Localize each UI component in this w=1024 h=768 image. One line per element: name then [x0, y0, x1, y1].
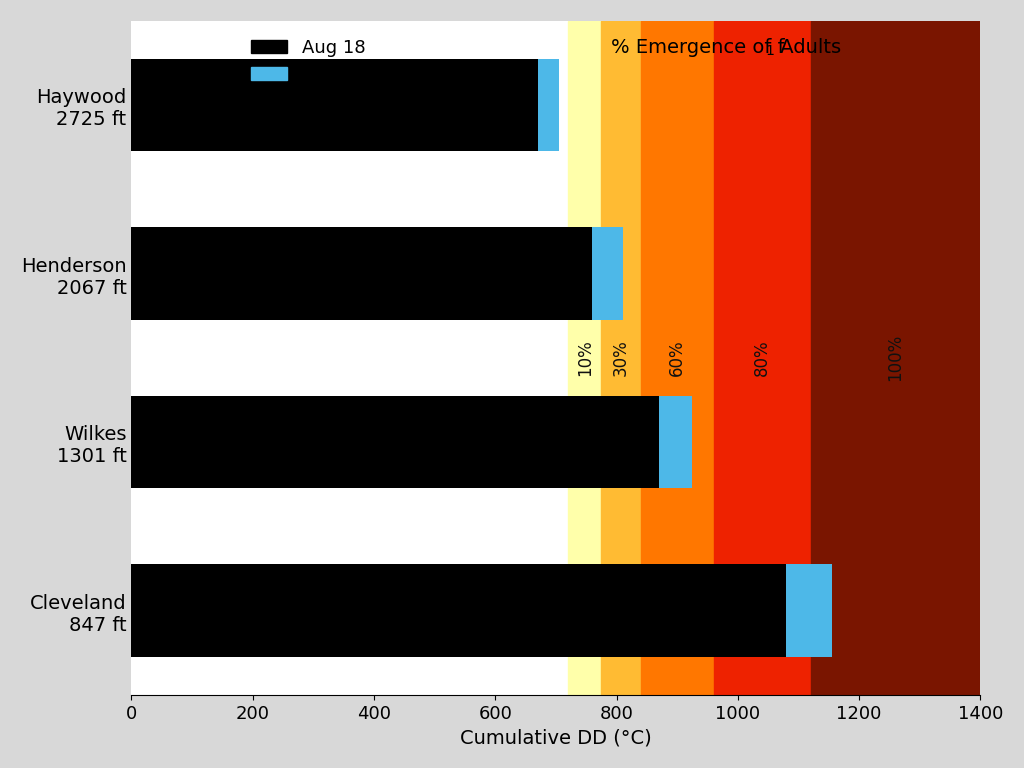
Bar: [641, 21, 714, 695]
Text: 60%: 60%: [669, 339, 686, 376]
Bar: [811, 21, 980, 695]
Text: Adults: Adults: [774, 38, 842, 57]
Bar: [538, 58, 559, 151]
Text: 30%: 30%: [612, 339, 630, 376]
Bar: [131, 227, 592, 320]
Legend: Aug 18, Aug 25 (predicted): Aug 18, Aug 25 (predicted): [243, 30, 480, 93]
Text: % Emergence of f: % Emergence of f: [611, 38, 784, 57]
Bar: [592, 227, 623, 320]
Bar: [659, 396, 692, 488]
Bar: [601, 21, 641, 695]
Text: 1: 1: [766, 45, 774, 58]
Bar: [131, 58, 538, 151]
Bar: [131, 396, 659, 488]
Bar: [568, 21, 601, 695]
Text: 100%: 100%: [887, 334, 904, 382]
Bar: [131, 564, 786, 657]
Text: 10%: 10%: [575, 339, 594, 376]
Text: 80%: 80%: [753, 339, 771, 376]
Bar: [714, 21, 811, 695]
Bar: [786, 564, 831, 657]
X-axis label: Cumulative DD (°C): Cumulative DD (°C): [460, 728, 651, 747]
